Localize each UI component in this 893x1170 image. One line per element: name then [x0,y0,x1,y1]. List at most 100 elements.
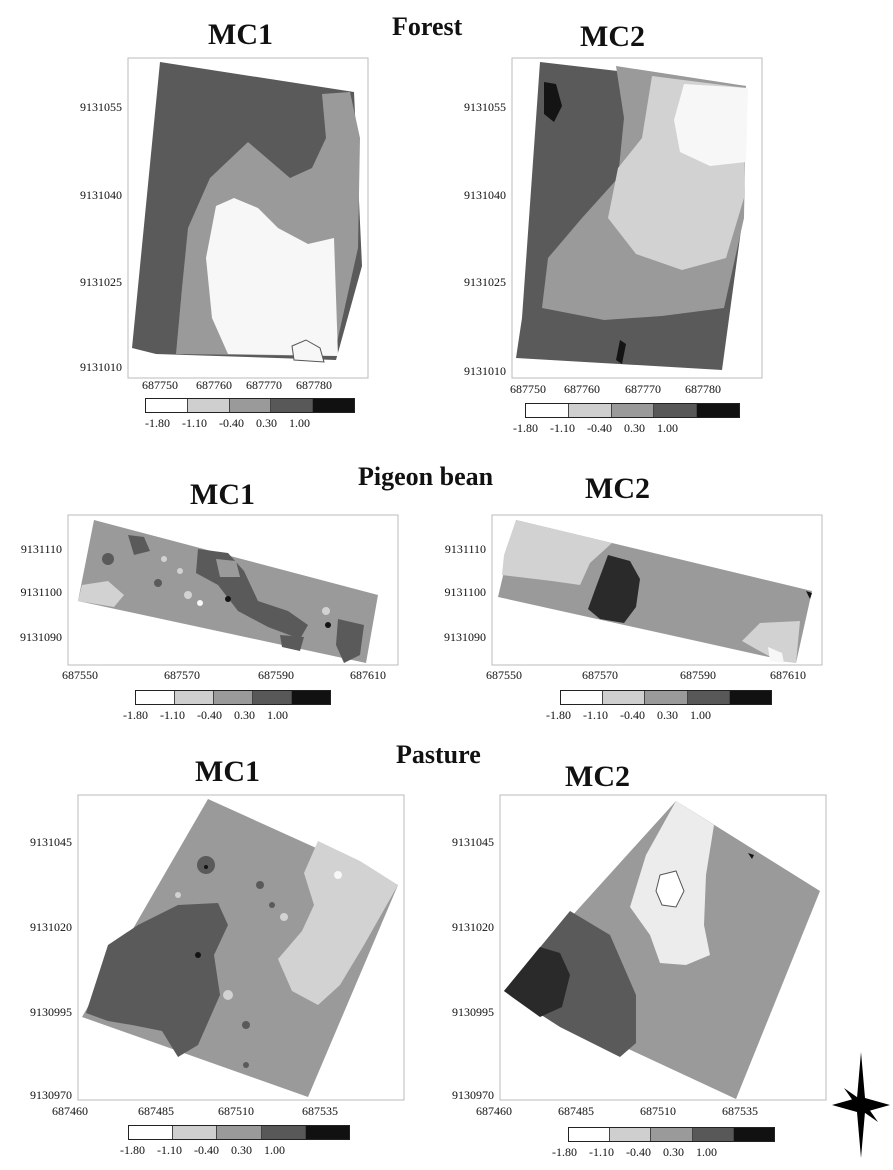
legend-label: 0.30 [256,416,277,430]
legend-label: -1.80 [123,708,148,722]
section-title-pasture: Pasture [396,740,481,769]
section-title-pigeon-bean: Pigeon bean [358,462,494,491]
legend-swatch [603,691,646,704]
panel-title-pasture-mc2: MC2 [565,760,630,793]
legend-label: 0.30 [657,708,678,722]
legend-swatch [692,1128,734,1141]
legend-swatch [214,691,253,704]
pasture-mc2-xtick-2: 687510 [640,1104,676,1118]
legend-swatch [129,1126,174,1139]
legend-label: -0.40 [620,708,645,722]
pigeon-mc1-xtick-0: 687550 [62,668,98,682]
legend-label: -0.40 [194,1143,219,1157]
pasture-mc2-ytick-2: 9130995 [452,1005,494,1019]
forest-mc2-legend-bar [525,403,740,418]
legend-swatch [729,691,772,704]
forest-mc2-map [511,57,763,379]
forest-mc1-xtick-2: 687770 [246,378,282,392]
legend-swatch [136,691,175,704]
pasture-mc2-map [499,794,827,1101]
legend-swatch [173,1126,218,1139]
forest-mc2-legend: -1.80 -1.10 -0.40 0.30 1.00 [513,403,740,436]
pasture-mc1-xtick-0: 687460 [52,1104,88,1118]
legend-label: 0.30 [624,421,645,435]
pigeon-mc1-ytick-1: 9131100 [20,585,62,599]
legend-label: -1.10 [157,1143,182,1157]
pigeon-mc2-xtick-0: 687550 [486,668,522,682]
pasture-mc1-ytick-2: 9130995 [30,1005,72,1019]
forest-mc2-xtick-1: 687760 [564,382,600,396]
legend-swatch [271,399,314,412]
pigeon-mc1-legend-labels: -1.80 -1.10 -0.40 0.30 1.00 [123,708,331,723]
legend-label: 0.30 [234,708,255,722]
legend-swatch [569,1128,611,1141]
legend-swatch [305,1126,350,1139]
pasture-mc1-ytick-1: 9131020 [30,920,72,934]
pigeon-mc2-legend-labels: -1.80 -1.10 -0.40 0.30 1.00 [546,708,772,723]
panel-title-pigeon-mc2: MC2 [585,472,650,505]
forest-mc1-ytick-2: 9131025 [80,275,122,289]
forest-mc2-ytick-1: 9131040 [464,188,506,202]
legend-swatch [568,404,612,417]
legend-label: -1.80 [145,416,170,430]
panel-title-pigeon-mc1: MC1 [190,478,255,511]
pigeon-mc2-light-corner [742,621,800,663]
legend-swatch [645,691,688,704]
forest-mc2-ytick-0: 9131055 [464,100,506,114]
legend-label: -0.40 [197,708,222,722]
legend-label: -1.80 [120,1143,145,1157]
forest-mc2-ytick-3: 9131010 [464,364,506,378]
forest-mc1-legend-labels: -1.80 -1.10 -0.40 0.30 1.00 [145,416,355,431]
legend-swatch [611,404,655,417]
pasture-mc2-ytick-3: 9130970 [452,1088,494,1102]
pigeon-mc2-legend: -1.80 -1.10 -0.40 0.30 1.00 [546,690,772,723]
forest-mc2-ytick-2: 9131025 [464,275,506,289]
legend-swatch [187,399,230,412]
forest-mc1-legend-bar [145,398,355,413]
pasture-mc2-xtick-0: 687460 [476,1104,512,1118]
legend-label: -0.40 [587,421,612,435]
forest-mc1-ytick-0: 9131055 [80,100,122,114]
pigeon-mc2-map [491,514,823,666]
legend-swatch [229,399,272,412]
forest-mc1-map [127,57,369,379]
pasture-mc1-xtick-2: 687510 [218,1104,254,1118]
section-title-forest: Forest [392,12,463,41]
legend-label: -1.10 [583,708,608,722]
legend-label: 1.00 [264,1143,285,1157]
legend-label: -1.10 [182,416,207,430]
pigeon-mc2-xtick-3: 687610 [770,668,806,682]
pigeon-mc2-ytick-0: 9131110 [444,542,486,556]
pasture-mc1-xtick-3: 687535 [302,1104,338,1118]
pasture-mc1-xtick-1: 687485 [138,1104,174,1118]
pigeon-mc2-ytick-1: 9131100 [444,585,486,599]
legend-swatch [733,1128,775,1141]
forest-mc2-xtick-3: 687780 [685,382,721,396]
legend-label: -1.80 [513,421,538,435]
pasture-mc2-dark-zone [504,911,636,1057]
legend-label: 1.00 [690,708,711,722]
forest-mc1-xtick-3: 687780 [296,378,332,392]
legend-label: 1.00 [657,421,678,435]
pigeon-mc2-light-zone [502,520,612,585]
forest-mc1-xtick-1: 687760 [196,378,232,392]
pasture-mc1-map [77,794,405,1101]
forest-mc2-legend-labels: -1.80 -1.10 -0.40 0.30 1.00 [513,421,740,436]
pigeon-mc2-xtick-2: 687590 [680,668,716,682]
legend-swatch [175,691,214,704]
legend-swatch [292,691,330,704]
forest-mc1-white-zone [206,198,338,356]
legend-label: 1.00 [267,708,288,722]
pigeon-mc2-dark-zone [588,555,640,623]
legend-label: -1.10 [589,1145,614,1159]
pasture-mc1-dark-zone [86,903,228,1057]
forest-mc2-white-zone [674,84,748,166]
forest-mc1-ytick-3: 9131010 [80,360,122,374]
legend-label: -1.10 [550,421,575,435]
legend-label: -0.40 [626,1145,651,1159]
pasture-mc2-legend: -1.80 -1.10 -0.40 0.30 1.00 [552,1127,775,1160]
pigeon-mc1-legend-bar [135,690,331,705]
pasture-mc2-ytick-1: 9131020 [452,920,494,934]
pasture-mc2-xtick-1: 687485 [558,1104,594,1118]
legend-label: -1.80 [546,708,571,722]
